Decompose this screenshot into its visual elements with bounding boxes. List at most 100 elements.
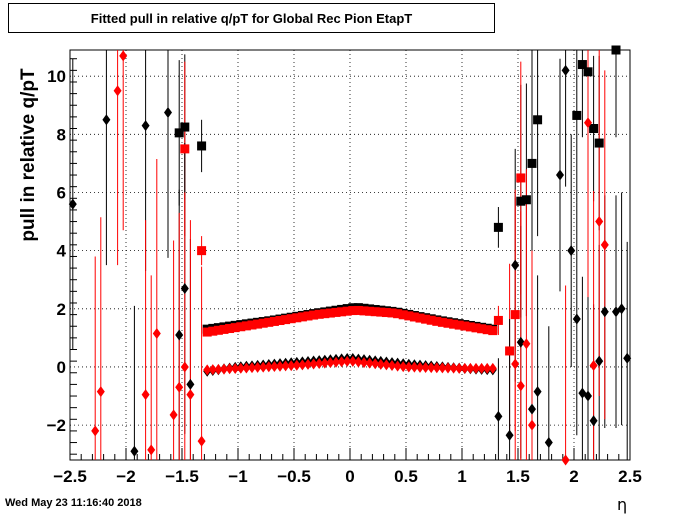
- data-point: [410, 361, 419, 373]
- x-tick-label: 2: [569, 467, 578, 486]
- data-point: [427, 362, 436, 374]
- data-point: [213, 325, 223, 335]
- data-point: [113, 85, 122, 97]
- data-point: [567, 245, 576, 257]
- data-point: [421, 361, 430, 373]
- data-point: [398, 310, 408, 320]
- data-point: [460, 321, 470, 331]
- data-point: [231, 363, 240, 375]
- data-point: [247, 320, 257, 330]
- data-point: [297, 312, 307, 322]
- data-point: [488, 362, 497, 374]
- x-tick-label: −1: [228, 467, 247, 486]
- data-point: [365, 306, 375, 316]
- data-point: [325, 308, 335, 318]
- data-point: [572, 313, 581, 325]
- data-point: [359, 306, 369, 316]
- data-point: [370, 307, 380, 317]
- data-point: [270, 361, 279, 373]
- y-tick-label: −2: [47, 416, 66, 435]
- data-point: [180, 282, 189, 294]
- data-point: [533, 386, 542, 398]
- chart-title: Fitted pull in relative q/pT for Global …: [8, 3, 495, 33]
- data-point: [393, 360, 402, 372]
- data-point: [460, 362, 469, 374]
- data-point: [236, 362, 245, 374]
- x-axis-label: η: [617, 495, 628, 514]
- x-tick-label: 1: [457, 467, 466, 486]
- data-point: [292, 359, 301, 371]
- data-point: [276, 360, 284, 372]
- x-tick-label: 0.5: [394, 467, 418, 486]
- data-point: [421, 314, 431, 324]
- data-point: [152, 328, 161, 340]
- data-point: [561, 454, 570, 466]
- data-point: [241, 321, 251, 331]
- data-point: [174, 128, 184, 138]
- data-point: [623, 352, 632, 364]
- data-point: [561, 64, 570, 76]
- y-tick-label: 10: [47, 67, 66, 86]
- data-point: [471, 323, 481, 333]
- data-point: [595, 216, 604, 228]
- data-point: [164, 107, 172, 119]
- data-point: [595, 355, 604, 367]
- data-point: [527, 158, 537, 168]
- data-point: [455, 362, 464, 374]
- data-point: [393, 309, 403, 319]
- x-tick-label: −2.5: [53, 467, 87, 486]
- data-point: [584, 117, 592, 129]
- data-point: [511, 358, 520, 370]
- data-point: [516, 173, 526, 183]
- data-point: [147, 444, 156, 456]
- data-point: [572, 110, 582, 120]
- data-point: [594, 138, 604, 148]
- data-point: [337, 356, 346, 368]
- data-point: [533, 115, 543, 125]
- data-point: [286, 314, 296, 324]
- data-point: [617, 303, 626, 315]
- data-point: [415, 313, 425, 323]
- data-point: [388, 359, 396, 371]
- data-point: [465, 322, 475, 332]
- data-point: [432, 362, 441, 374]
- data-point: [186, 389, 195, 401]
- data-point: [409, 312, 419, 322]
- data-point: [309, 310, 319, 320]
- data-point: [326, 357, 335, 369]
- data-point: [180, 122, 190, 132]
- data-point: [399, 361, 408, 373]
- data-point: [68, 198, 77, 210]
- data-point: [382, 359, 391, 371]
- data-point: [175, 329, 184, 341]
- data-point: [482, 325, 492, 335]
- data-point: [343, 355, 352, 367]
- y-tick-label: 4: [57, 242, 67, 261]
- y-tick-label: 2: [57, 300, 66, 319]
- data-point: [354, 356, 363, 368]
- data-point: [477, 324, 487, 334]
- data-point: [259, 361, 268, 373]
- data-point: [404, 311, 414, 321]
- data-point: [505, 346, 515, 356]
- data-point: [264, 361, 273, 373]
- data-point: [287, 360, 296, 372]
- data-point: [315, 358, 324, 370]
- data-point: [342, 306, 352, 316]
- data-point: [510, 310, 520, 320]
- data-point: [258, 318, 268, 328]
- data-point: [376, 358, 385, 370]
- data-point: [96, 386, 105, 398]
- data-point: [220, 363, 228, 375]
- data-point: [292, 313, 302, 323]
- data-point: [360, 357, 368, 369]
- data-point: [320, 357, 329, 369]
- data-point: [365, 357, 374, 369]
- data-point: [443, 318, 453, 328]
- x-tick-label: −1.5: [165, 467, 199, 486]
- data-point: [242, 362, 251, 374]
- data-point: [488, 326, 498, 336]
- data-point: [449, 319, 459, 329]
